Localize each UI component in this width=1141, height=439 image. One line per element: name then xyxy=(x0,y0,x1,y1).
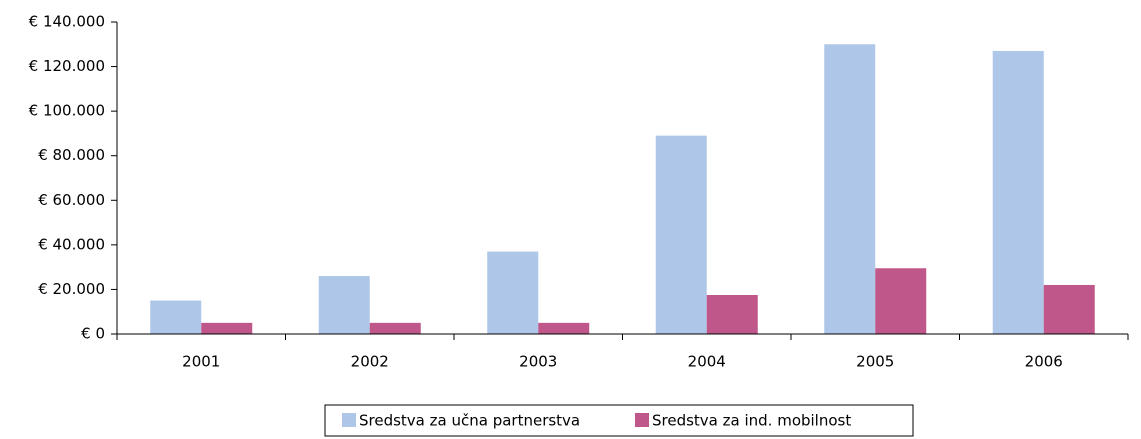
y-tick-label: € 100.000 xyxy=(29,102,105,120)
y-tick-label: € 80.000 xyxy=(38,146,105,164)
x-tick-label: 2001 xyxy=(182,353,220,371)
bar xyxy=(318,276,370,334)
y-tick-label: € 140.000 xyxy=(29,13,105,31)
y-tick-label: € 60.000 xyxy=(38,191,105,209)
y-tick-label: € 20.000 xyxy=(38,280,105,298)
bar xyxy=(706,295,758,334)
bar xyxy=(824,44,876,335)
legend-swatch xyxy=(635,413,649,427)
legend-label: Sredstva za ind. mobilnost xyxy=(652,412,851,430)
x-tick-label: 2004 xyxy=(688,353,726,371)
legend-box xyxy=(324,404,914,437)
x-tick-label: 2002 xyxy=(351,353,389,371)
bar xyxy=(150,300,202,334)
bar xyxy=(992,50,1044,334)
bar xyxy=(201,322,253,334)
bar xyxy=(1043,284,1095,334)
legend-swatch xyxy=(342,413,356,427)
y-tick-label: € 120.000 xyxy=(29,57,105,75)
bar xyxy=(538,322,590,334)
bar xyxy=(875,268,927,334)
y-tick-label: € 0 xyxy=(81,325,105,343)
x-tick-label: 2005 xyxy=(856,353,894,371)
legend-label: Sredstva za učna partnerstva xyxy=(359,412,580,430)
x-tick-label: 2006 xyxy=(1025,353,1063,371)
bar xyxy=(655,135,707,334)
bar xyxy=(369,322,421,334)
x-tick-label: 2003 xyxy=(519,353,557,371)
bar xyxy=(487,251,539,334)
y-tick-label: € 40.000 xyxy=(38,235,105,253)
